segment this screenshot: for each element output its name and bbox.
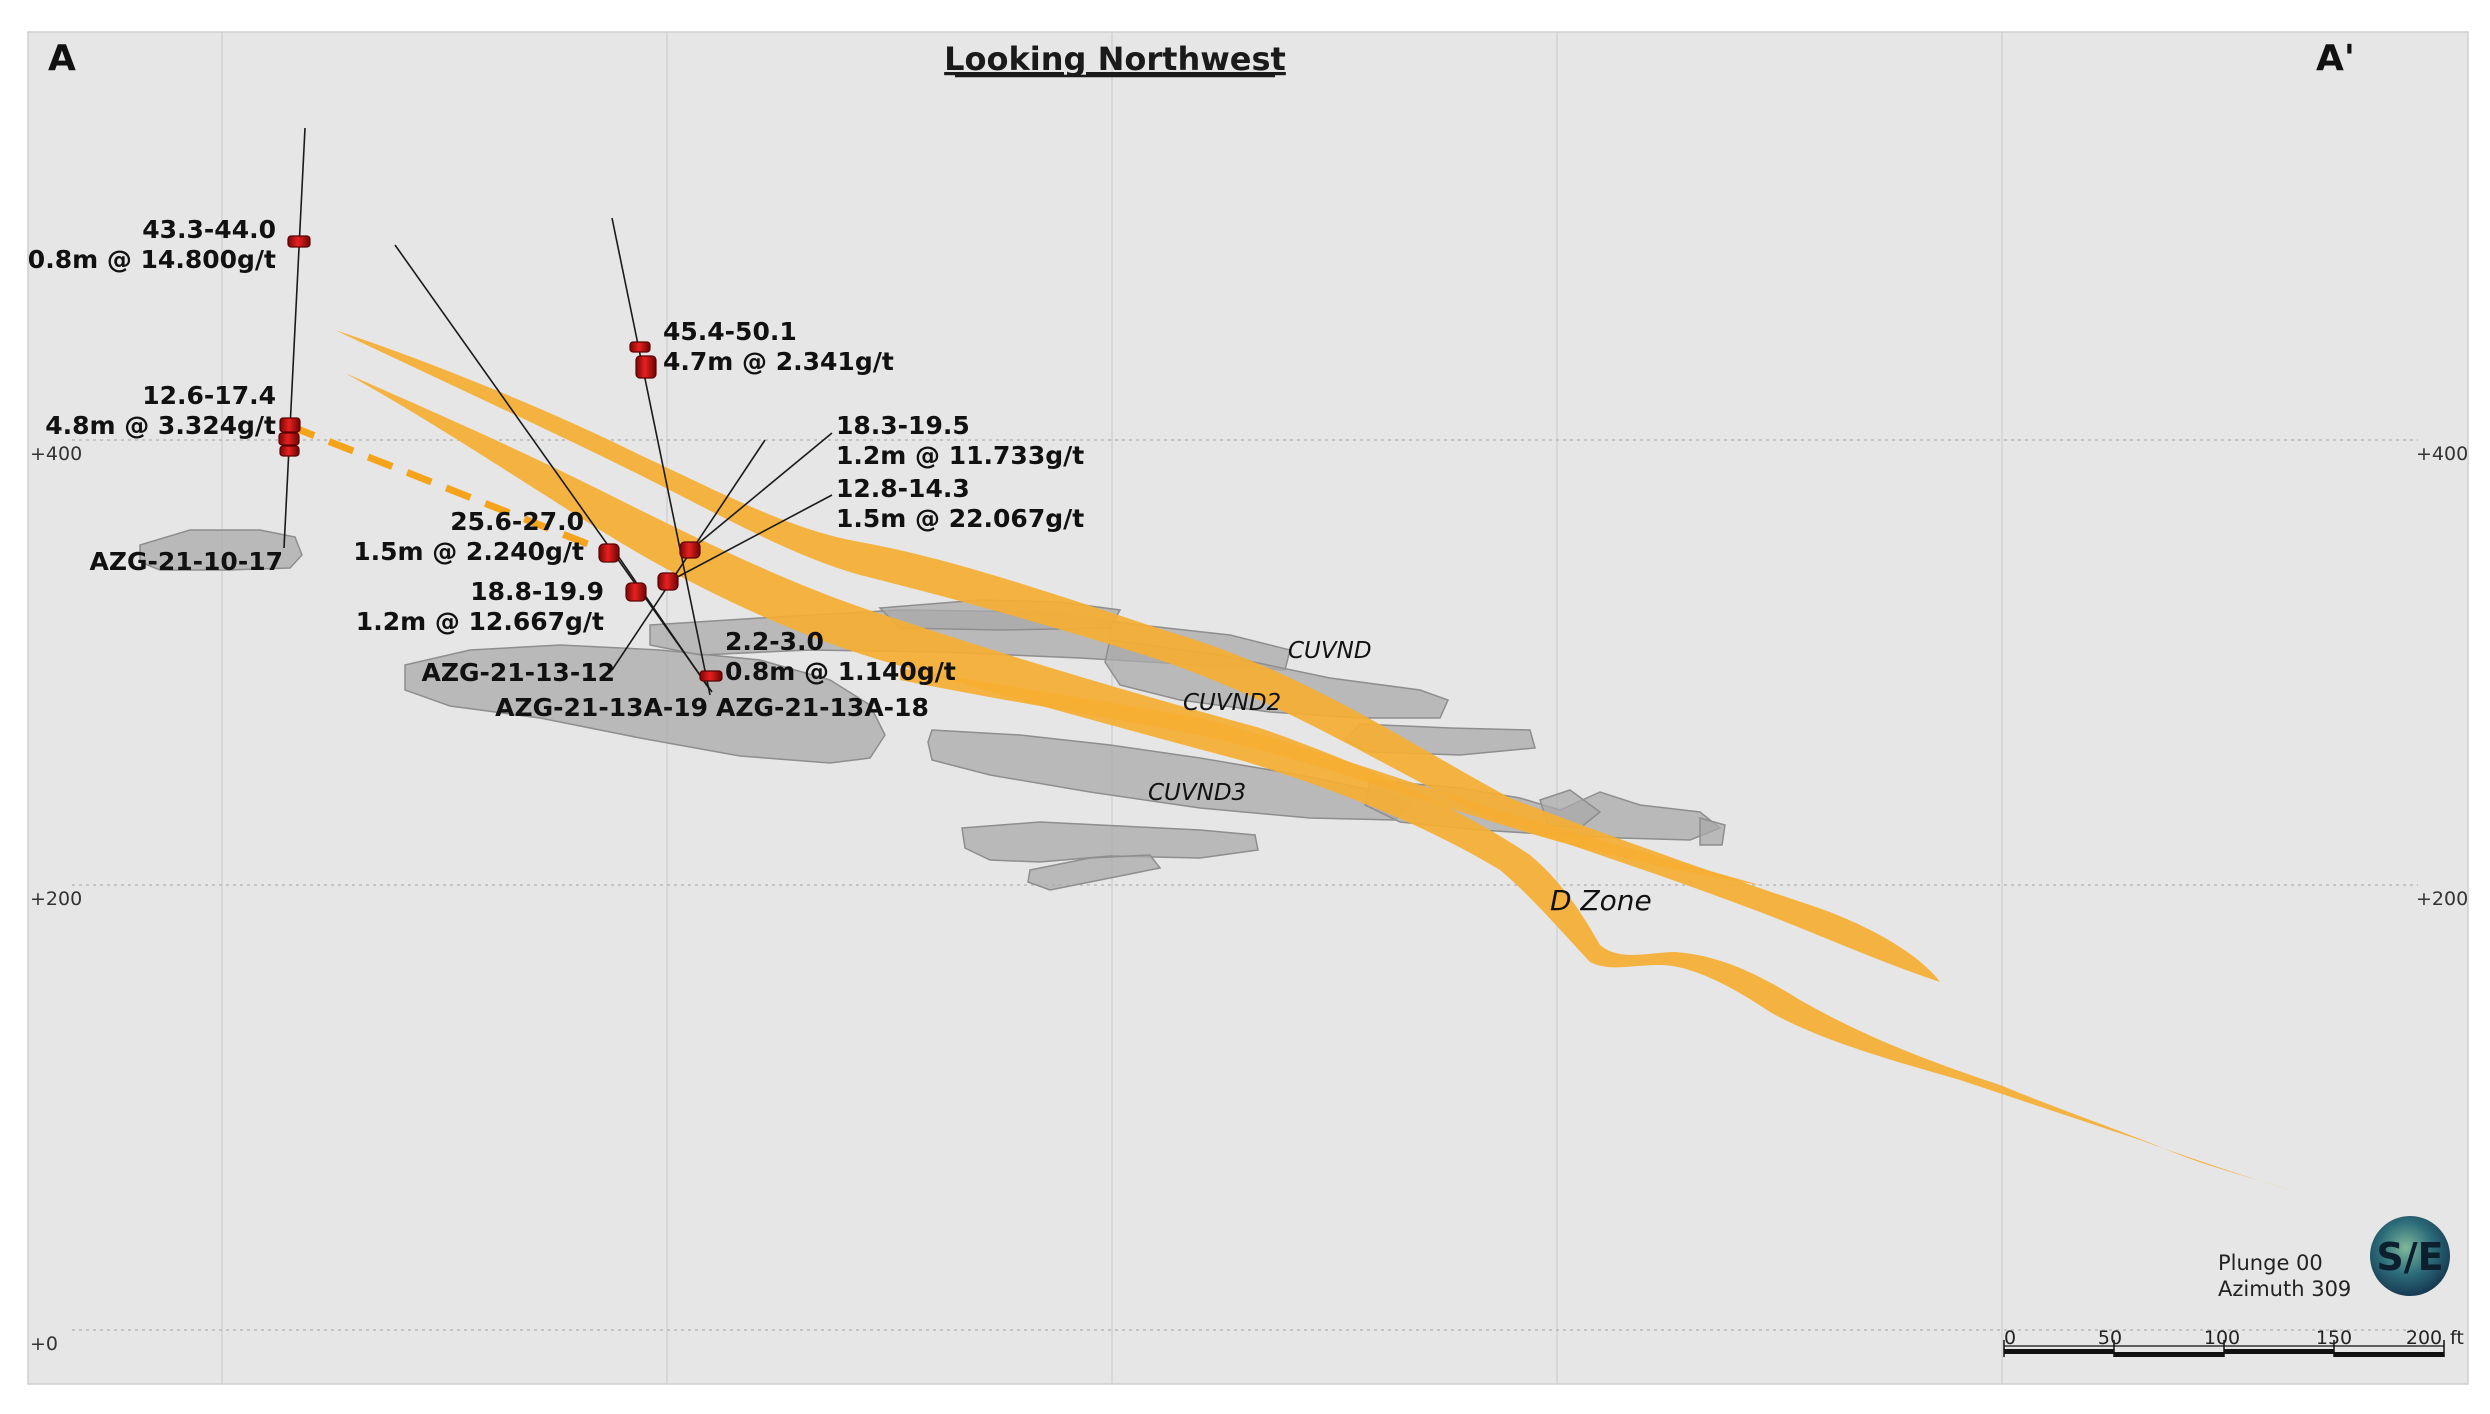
elevation-label-0-left: +0 [30, 1333, 58, 1355]
zone-label-cuvnd3: CUVND3 [1148, 780, 1246, 806]
section-frame [27, 31, 2469, 1385]
view-azimuth: Azimuth 309 [2218, 1277, 2351, 1301]
intercept-8-grade: 0.8m @ 1.140g/t [725, 657, 956, 686]
zone-label-cuvnd: CUVND [1288, 638, 1372, 664]
svg-text:S/E: S/E [2376, 1235, 2443, 1279]
underground-workings [139, 529, 1726, 891]
elevation-label-200-left: +200 [30, 888, 82, 910]
elevation-label-400-left: +400 [30, 443, 82, 465]
intercept-3-interval: 45.4-50.1 [663, 317, 797, 346]
intercept-8-interval: 2.2-3.0 [725, 627, 824, 656]
company-logo: S/E [2370, 1216, 2450, 1296]
intercept-3-grade: 4.7m @ 2.341g/t [663, 347, 894, 376]
intercept-7-interval: 18.8-19.9 [470, 577, 604, 606]
vein-bodies [335, 330, 2290, 1190]
intercept-7-grade: 1.2m @ 12.667g/t [356, 607, 604, 636]
intercept-2-grade: 4.8m @ 3.324g/t [45, 411, 276, 440]
drill-hole-label-13-12: AZG-21-13-12 [422, 658, 616, 687]
intercept-2-interval: 12.6-17.4 [142, 381, 276, 410]
scale-tick-150: 150 [2316, 1327, 2352, 1349]
zone-label-d-zone: D Zone [1550, 884, 1652, 917]
intercept-1-grade: 0.8m @ 14.800g/t [28, 245, 276, 274]
scale-tick-100: 100 [2204, 1327, 2240, 1349]
intercept-6-grade: 1.5m @ 2.240g/t [353, 537, 584, 566]
elevation-label-400-right: +400 [2416, 443, 2468, 465]
intercept-6-interval: 25.6-27.0 [450, 507, 584, 536]
drill-hole-label-13a-19: AZG-21-13A-19 [495, 693, 708, 722]
section-title: Looking Northwest [944, 40, 1286, 78]
zone-label-cuvnd2: CUVND2 [1183, 690, 1281, 716]
intercept-1-interval: 43.3-44.0 [142, 215, 276, 244]
drill-hole-label-13a-18: AZG-21-13A-18 [716, 693, 929, 722]
scale-tick-50: 50 [2098, 1327, 2122, 1349]
elevation-label-200-right: +200 [2416, 888, 2468, 910]
intercept-4-grade: 1.2m @ 11.733g/t [836, 441, 1084, 470]
intercept-5-interval: 12.8-14.3 [836, 474, 970, 503]
section-end-label: A' [2316, 38, 2355, 79]
scale-tick-200: 200 [2406, 1327, 2442, 1349]
intercept-markers [278, 235, 723, 682]
scale-bar [2003, 1340, 2445, 1357]
scale-tick-0: 0 [2004, 1327, 2016, 1349]
drill-hole-label-10-17: AZG-21-10-17 [90, 547, 284, 576]
scale-unit: ft [2450, 1327, 2464, 1349]
intercept-5-grade: 1.5m @ 22.067g/t [836, 504, 1084, 533]
projection-dashed-line [288, 422, 620, 560]
intercept-4-interval: 18.3-19.5 [836, 411, 970, 440]
leader-lines [667, 432, 833, 583]
section-start-label: A [48, 38, 76, 79]
view-plunge: Plunge 00 [2218, 1251, 2323, 1275]
elevation-gridlines [72, 439, 2418, 1331]
